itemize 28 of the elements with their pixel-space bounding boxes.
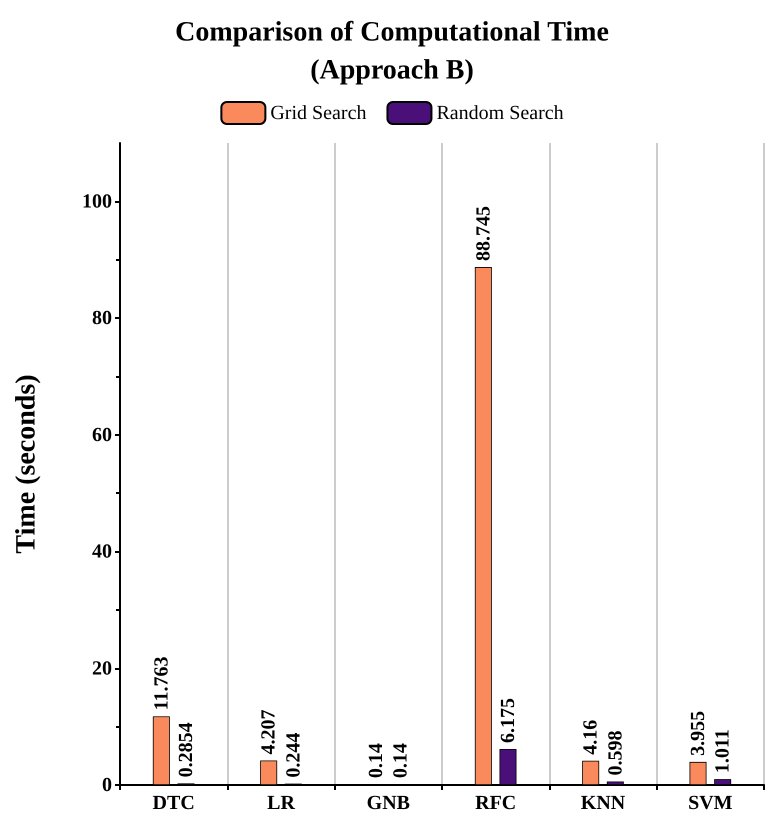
y-axis-title: Time (seconds) bbox=[10, 374, 42, 554]
data-label: 0.14 bbox=[390, 743, 412, 778]
x-tick-label: LR bbox=[267, 792, 296, 814]
data-label: 1.011 bbox=[712, 729, 734, 774]
y-tick-label: 80 bbox=[92, 307, 112, 330]
y-tick-label: 100 bbox=[82, 190, 112, 212]
data-label: 3.955 bbox=[687, 710, 710, 756]
data-label: 4.16 bbox=[580, 720, 602, 755]
data-label: 6.175 bbox=[496, 698, 519, 743]
data-label: 11.763 bbox=[150, 656, 172, 710]
legend-label: Random Search bbox=[436, 102, 564, 124]
legend-label: Grid Search bbox=[270, 102, 366, 124]
data-label: 0.598 bbox=[604, 730, 626, 776]
x-tick-label: SVM bbox=[688, 792, 733, 814]
data-label: 0.244 bbox=[282, 732, 304, 778]
x-tick-label: RFC bbox=[475, 792, 516, 814]
x-tick-label: DTC bbox=[152, 792, 195, 814]
data-label: 0.2854 bbox=[174, 722, 197, 778]
data-label: 0.14 bbox=[365, 743, 388, 778]
y-tick-label: 60 bbox=[92, 424, 112, 446]
y-tick-label: 20 bbox=[92, 657, 112, 680]
x-tick-label: KNN bbox=[580, 792, 626, 814]
data-label: 88.745 bbox=[472, 206, 494, 262]
y-tick-label: 40 bbox=[92, 540, 112, 563]
chart-title: Comparison of Computational Time (Approach B) bbox=[175, 16, 609, 86]
y-tick-label: 0 bbox=[102, 774, 112, 796]
x-tick-label: GNB bbox=[366, 792, 410, 814]
data-label: 4.207 bbox=[258, 709, 280, 754]
